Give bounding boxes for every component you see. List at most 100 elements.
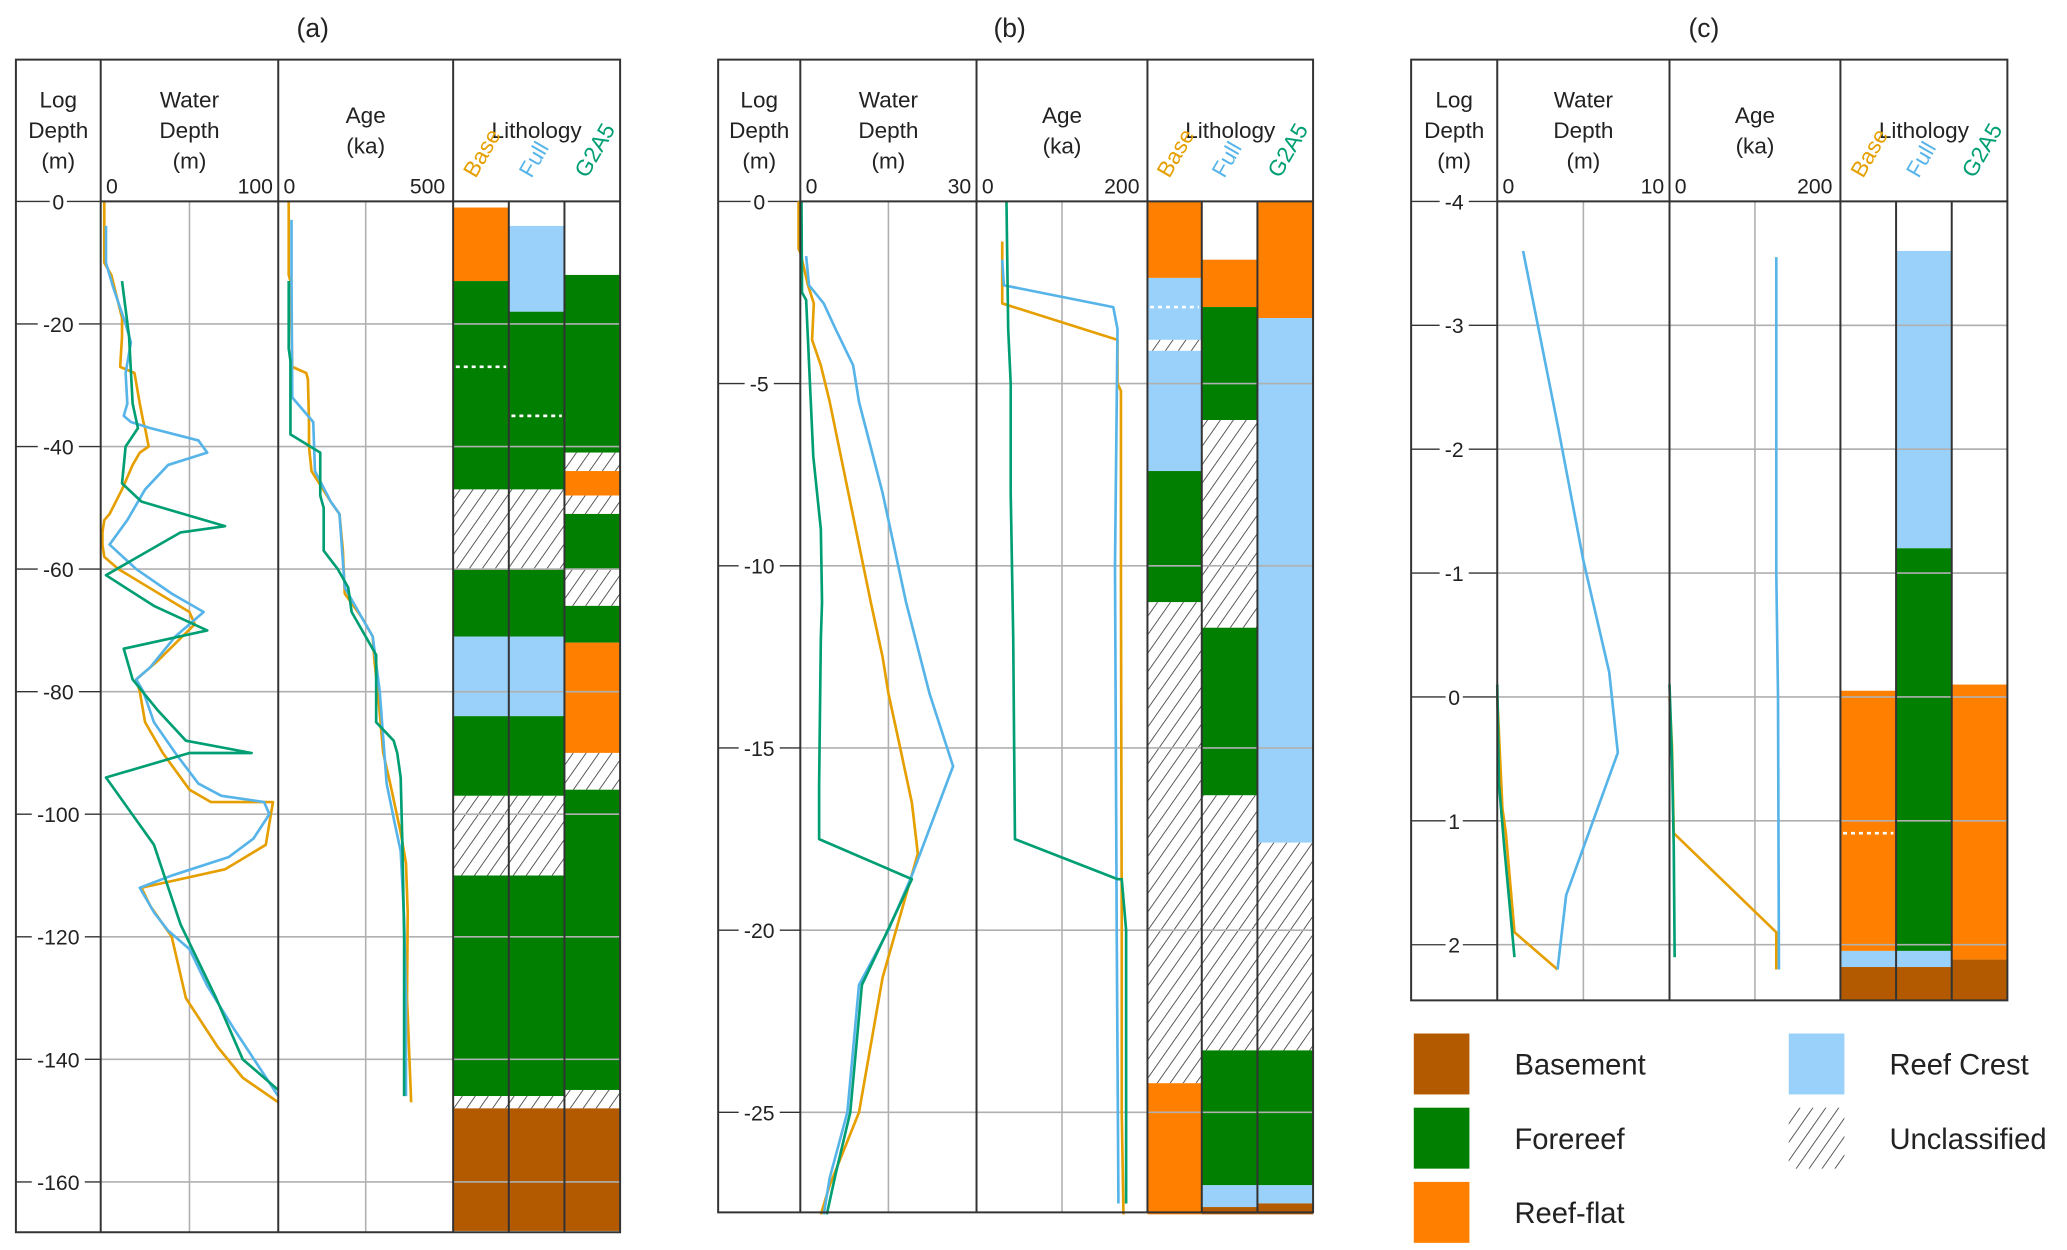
lithology-block-basement [453,1108,509,1231]
lithology-block-forereef [564,274,621,453]
lithology-block-forereef [453,281,509,490]
water-depth-header: Depth [159,118,219,143]
tick-label-bg [31,1171,85,1193]
age-header: (ka) [1736,134,1775,159]
legend-label: Forereef [1514,1124,1625,1156]
age-line-g2a5 [287,281,406,1097]
depth-tick-label: -3 [1445,315,1464,338]
age-max-label: 200 [1797,175,1832,198]
depth-tick-label: -4 [1445,191,1464,214]
lithology-block-forereef [564,513,621,570]
depth-tick-label: 1 [1448,811,1460,834]
lithology-block-reef-flat [564,471,621,496]
depth-tick-label: -20 [744,920,775,943]
lithology-block-reef-crest [1896,950,1952,968]
tick-label-bg [31,1048,85,1070]
tick-label-bg [37,681,79,703]
panel-c: (c) -4 -3 -2 -1 0 1 2 Log Depth (m) Water Depth (m) Ag… [1410,13,2009,1002]
tick-label-bg [1439,562,1469,584]
lithology-block-reef-crest [1147,350,1202,472]
tick-label-bg [1439,190,1469,212]
age-line-full [1000,259,1120,1204]
lithology-block-basement [508,1108,565,1231]
lithology-block-reef-flat [1147,201,1202,278]
depth-tick-label: -25 [744,1102,775,1125]
depth-tick-label: -5 [750,374,769,397]
age-line-full [1774,257,1781,970]
water-depth-header: (m) [1566,148,1600,173]
legend-swatch-forereef [1413,1107,1470,1169]
water-depth-header: (m) [872,148,906,173]
panel-title: (a) [297,13,329,43]
lithology-block-reef-crest [1201,1185,1258,1208]
panel-a: (a) 0 -20 -40 -60 -80 -100 -120 -140 -160 Log Depth… [14,13,622,1234]
depth-tick-label: -10 [744,556,775,579]
lithology-block-unclassified [453,795,509,876]
lithology-header: Lithology [1879,118,1970,143]
legend-label: Unclassified [1889,1124,2046,1156]
water-depth-max-label: 100 [238,175,273,198]
tick-label-bg [31,803,85,825]
log-depth-header: Log [1435,87,1473,112]
lithology-block-reef-crest [508,636,565,717]
tick-label-bg [49,190,67,212]
age-line-base [287,201,413,1103]
log-depth-header: Log [740,87,778,112]
water-depth-header: Depth [1553,118,1613,143]
lithology-block-unclassified [1201,795,1258,1051]
depth-tick-label: -120 [37,927,79,950]
lithology-header: Lithology [1185,118,1276,143]
depth-tick-label: 0 [52,191,64,214]
panel-title: (b) [993,13,1025,43]
lithology-block-forereef [1201,307,1258,421]
age-max-label: 200 [1104,175,1139,198]
lithology-block-forereef [1201,627,1258,796]
depth-tick-label: -100 [37,804,79,827]
lithology-block-reef-crest [1147,277,1202,340]
age-line-g2a5 [1005,201,1128,1204]
water-depth-line-full [104,225,280,1097]
lithology-block-reef-crest [1257,318,1314,843]
water-depth-line-base [1495,696,1559,971]
lithology-block-forereef [1257,1050,1314,1186]
age-line-base [1000,241,1125,1215]
legend-swatch-unclassified [1788,1107,1845,1169]
tick-label-bg [1445,810,1463,832]
lithology-block-forereef [564,605,621,643]
depth-tick-label: 2 [1448,935,1460,958]
lithology-block-unclassified [564,569,621,606]
age-header: Age [1735,103,1775,128]
lithology-block-basement [1896,967,1952,1001]
depth-tick-label: -160 [37,1172,79,1195]
water-depth-min-label: 0 [106,175,118,198]
water-depth-line-full [1521,250,1620,970]
water-depth-max-label: 10 [1641,175,1665,198]
depth-tick-label: -60 [43,559,74,582]
lithology-block-unclassified [508,489,565,570]
lithology-block-unclassified [564,495,621,514]
lithology-block-unclassified [508,795,565,876]
lithology-block-basement [564,1108,621,1231]
lithology-block-unclassified [1257,842,1314,1051]
lithology-legend: Basement Forereef Reef-flat Reef Crest Uncla… [1413,1033,2047,1243]
tick-label-bg [738,737,780,759]
lithology-block-reef-crest [1840,950,1897,968]
panel-frame [14,58,622,1234]
tick-label-bg [1439,438,1469,460]
lithology-block-unclassified [1201,420,1258,628]
age-header: (ka) [346,134,385,159]
panel-frame [1410,58,2009,1002]
tick-label-bg [738,555,780,577]
panel-frame [717,58,1315,1214]
lithology-block-basement [1257,1203,1314,1215]
water-depth-min-label: 0 [1503,175,1515,198]
water-depth-header: Water [160,87,220,112]
log-depth-header: Depth [1424,118,1484,143]
lithology-block-unclassified [564,1089,621,1109]
age-min-label: 0 [1675,175,1687,198]
lithology-block-reef-flat [1951,684,2008,960]
tick-label-bg [37,558,79,580]
lithology-block-reef-crest [508,225,565,312]
lithology-block-unclassified [1147,339,1202,351]
